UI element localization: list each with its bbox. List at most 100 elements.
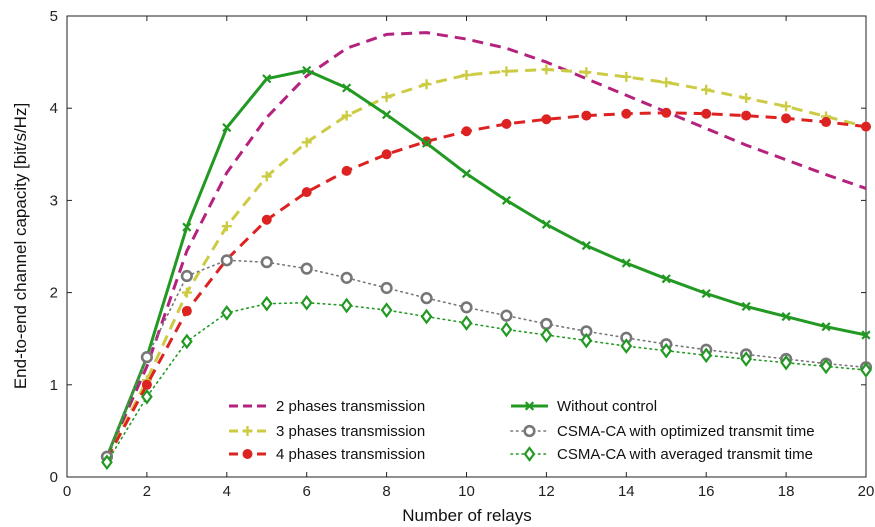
x-tick-label: 2	[143, 483, 151, 500]
legend-item-5: CSMA-CA with optimized transmit time	[510, 423, 815, 440]
data-point	[261, 171, 272, 182]
data-point	[861, 121, 871, 132]
y-tick-label: 3	[50, 192, 58, 209]
series-line	[105, 31, 867, 458]
data-point	[701, 288, 711, 299]
data-point	[222, 122, 232, 133]
data-point	[340, 297, 353, 314]
legend-marker	[242, 449, 253, 459]
data-point	[581, 241, 591, 251]
legend-label: Without control	[557, 398, 657, 415]
legend-label: 4 phases transmission	[276, 446, 425, 463]
data-point	[381, 92, 392, 103]
data-point	[141, 388, 153, 405]
data-point	[301, 137, 312, 148]
data-point	[500, 309, 513, 322]
legend-label: 2 phases transmission	[276, 398, 425, 415]
data-point	[101, 454, 113, 471]
legend-marker	[523, 424, 536, 438]
series-1	[105, 31, 867, 458]
data-point	[661, 107, 672, 118]
y-tick-label: 0	[50, 469, 58, 486]
series-line	[105, 68, 867, 458]
data-point	[661, 274, 671, 284]
data-point	[381, 149, 392, 160]
x-tick-label: 12	[538, 483, 555, 500]
data-point	[220, 305, 233, 321]
data-point	[260, 256, 273, 269]
x-axis-label: Number of relays	[402, 506, 531, 525]
data-point	[860, 362, 872, 378]
x-tick-label: 4	[223, 483, 231, 500]
data-point	[341, 110, 352, 121]
data-point	[301, 187, 312, 198]
data-point	[741, 110, 752, 121]
data-point	[262, 74, 272, 84]
data-point	[460, 315, 473, 331]
data-point	[182, 222, 192, 232]
data-point	[701, 108, 712, 119]
legend-item-2: 3 phases transmission	[229, 423, 425, 440]
legend-marker	[523, 446, 536, 462]
data-point	[380, 281, 393, 295]
data-point	[621, 258, 631, 268]
data-point	[300, 262, 313, 275]
data-point	[741, 93, 752, 104]
data-point	[180, 269, 193, 283]
data-point	[581, 67, 592, 78]
data-point	[420, 308, 433, 325]
data-point	[141, 379, 152, 390]
data-point	[181, 306, 192, 317]
data-point	[461, 169, 472, 179]
data-point	[302, 65, 312, 75]
x-tick-label: 14	[618, 483, 635, 500]
data-point	[741, 301, 751, 312]
data-point	[501, 195, 512, 205]
data-point	[220, 254, 233, 267]
legend-marker	[524, 401, 535, 411]
legend-marker	[242, 426, 253, 436]
series-3	[101, 107, 871, 464]
data-point	[541, 64, 552, 75]
data-point	[300, 294, 313, 311]
data-point	[700, 347, 713, 364]
series-line	[105, 111, 867, 460]
data-point	[781, 311, 791, 322]
data-point	[740, 351, 753, 367]
x-tick-label: 0	[63, 483, 71, 500]
legend-label: CSMA-CA with averaged transmit time	[557, 446, 813, 463]
data-point	[541, 114, 552, 125]
data-point	[380, 302, 393, 318]
data-point	[181, 287, 192, 298]
data-point	[340, 271, 353, 284]
legend: 2 phases transmission 3 phases transmissi…	[229, 398, 815, 463]
data-point	[861, 330, 871, 340]
data-point	[660, 342, 673, 359]
series-line	[105, 68, 867, 460]
x-tick-label: 10	[458, 483, 475, 500]
x-tick-label: 16	[698, 483, 715, 500]
series-4	[102, 65, 871, 462]
x-tick-label: 18	[778, 483, 795, 500]
x-tick-label: 8	[382, 483, 390, 500]
data-point	[621, 108, 632, 119]
y-tick-label: 4	[50, 100, 58, 117]
data-point	[260, 295, 273, 312]
data-point	[421, 79, 432, 90]
data-point	[781, 101, 792, 112]
data-point	[421, 138, 432, 148]
y-tick-label: 2	[50, 285, 58, 302]
data-point	[701, 84, 712, 95]
data-point	[500, 321, 513, 338]
series-line	[106, 259, 867, 458]
plot-frame	[66, 15, 867, 478]
y-tick-label: 1	[50, 377, 58, 394]
data-point	[341, 165, 352, 176]
x-tick-label: 6	[303, 483, 311, 500]
data-point	[261, 214, 272, 225]
data-point	[781, 113, 792, 124]
series-line	[106, 301, 867, 463]
data-point	[382, 110, 392, 120]
legend-item-1: 2 phases transmission	[229, 398, 425, 415]
